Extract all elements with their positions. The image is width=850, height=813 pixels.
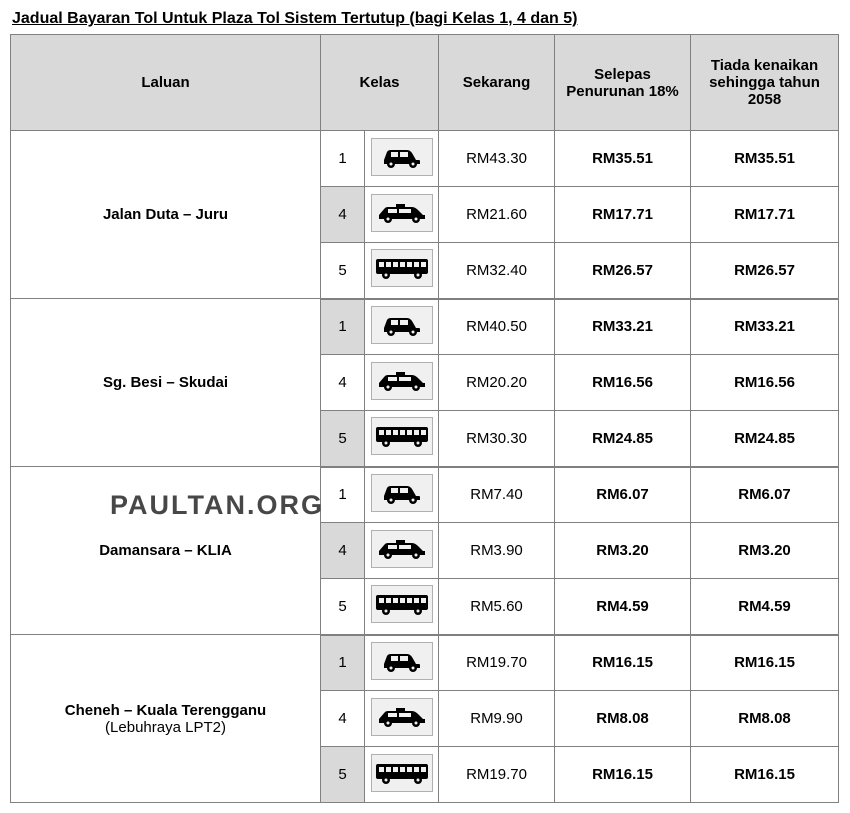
bus-icon	[371, 249, 433, 287]
car-icon	[371, 642, 433, 680]
price-after: RM24.85	[555, 411, 691, 467]
taxi-icon	[371, 362, 433, 400]
price-noincrease: RM3.20	[691, 523, 839, 579]
route-name: Cheneh – Kuala Terengganu(Lebuhraya LPT2…	[11, 635, 321, 803]
kelas-number: 4	[321, 355, 365, 411]
kelas-number: 1	[321, 131, 365, 187]
price-after: RM26.57	[555, 243, 691, 299]
bus-icon	[371, 585, 433, 623]
kelas-number: 5	[321, 747, 365, 803]
vehicle-icon-cell	[365, 187, 439, 243]
toll-table: Laluan Kelas Sekarang Selepas Penurunan …	[10, 34, 839, 803]
price-after: RM4.59	[555, 579, 691, 635]
route-subtext: (Lebuhraya LPT2)	[15, 719, 316, 736]
price-now: RM43.30	[439, 131, 555, 187]
header-noincrease: Tiada kenaikan sehingga tahun 2058	[691, 35, 839, 131]
price-noincrease: RM26.57	[691, 243, 839, 299]
taxi-icon	[371, 530, 433, 568]
kelas-number: 5	[321, 579, 365, 635]
price-noincrease: RM8.08	[691, 691, 839, 747]
price-now: RM7.40	[439, 467, 555, 523]
table-header-row: Laluan Kelas Sekarang Selepas Penurunan …	[11, 35, 839, 131]
price-noincrease: RM16.56	[691, 355, 839, 411]
price-now: RM20.20	[439, 355, 555, 411]
price-now: RM5.60	[439, 579, 555, 635]
page-title: Jadual Bayaran Tol Untuk Plaza Tol Siste…	[12, 10, 840, 28]
price-now: RM32.40	[439, 243, 555, 299]
route-name: Sg. Besi – Skudai	[11, 299, 321, 467]
price-now: RM9.90	[439, 691, 555, 747]
header-now: Sekarang	[439, 35, 555, 131]
price-after: RM16.56	[555, 355, 691, 411]
price-noincrease: RM16.15	[691, 747, 839, 803]
price-now: RM21.60	[439, 187, 555, 243]
route-name: Damansara – KLIA	[11, 467, 321, 635]
vehicle-icon-cell	[365, 579, 439, 635]
price-noincrease: RM33.21	[691, 299, 839, 355]
vehicle-icon-cell	[365, 467, 439, 523]
vehicle-icon-cell	[365, 691, 439, 747]
price-noincrease: RM4.59	[691, 579, 839, 635]
price-after: RM3.20	[555, 523, 691, 579]
price-now: RM30.30	[439, 411, 555, 467]
car-icon	[371, 474, 433, 512]
taxi-icon	[371, 698, 433, 736]
vehicle-icon-cell	[365, 355, 439, 411]
price-noincrease: RM16.15	[691, 635, 839, 691]
price-now: RM3.90	[439, 523, 555, 579]
kelas-number: 4	[321, 523, 365, 579]
route-name: Jalan Duta – Juru	[11, 131, 321, 299]
price-after: RM16.15	[555, 635, 691, 691]
header-kelas: Kelas	[321, 35, 439, 131]
kelas-number: 4	[321, 187, 365, 243]
header-after: Selepas Penurunan 18%	[555, 35, 691, 131]
price-after: RM33.21	[555, 299, 691, 355]
price-after: RM35.51	[555, 131, 691, 187]
price-after: RM17.71	[555, 187, 691, 243]
kelas-number: 1	[321, 299, 365, 355]
header-route: Laluan	[11, 35, 321, 131]
table-row: Damansara – KLIA1RM7.40RM6.07RM6.07	[11, 467, 839, 523]
vehicle-icon-cell	[365, 131, 439, 187]
car-icon	[371, 138, 433, 176]
price-noincrease: RM35.51	[691, 131, 839, 187]
price-after: RM16.15	[555, 747, 691, 803]
price-noincrease: RM17.71	[691, 187, 839, 243]
table-row: Sg. Besi – Skudai1RM40.50RM33.21RM33.21	[11, 299, 839, 355]
price-now: RM19.70	[439, 747, 555, 803]
price-now: RM40.50	[439, 299, 555, 355]
vehicle-icon-cell	[365, 747, 439, 803]
vehicle-icon-cell	[365, 523, 439, 579]
price-noincrease: RM6.07	[691, 467, 839, 523]
price-after: RM8.08	[555, 691, 691, 747]
kelas-number: 1	[321, 467, 365, 523]
table-row: Jalan Duta – Juru1RM43.30RM35.51RM35.51	[11, 131, 839, 187]
kelas-number: 1	[321, 635, 365, 691]
table-row: Cheneh – Kuala Terengganu(Lebuhraya LPT2…	[11, 635, 839, 691]
kelas-number: 4	[321, 691, 365, 747]
price-after: RM6.07	[555, 467, 691, 523]
vehicle-icon-cell	[365, 299, 439, 355]
price-now: RM19.70	[439, 635, 555, 691]
taxi-icon	[371, 194, 433, 232]
car-icon	[371, 306, 433, 344]
kelas-number: 5	[321, 243, 365, 299]
price-noincrease: RM24.85	[691, 411, 839, 467]
vehicle-icon-cell	[365, 635, 439, 691]
kelas-number: 5	[321, 411, 365, 467]
vehicle-icon-cell	[365, 411, 439, 467]
bus-icon	[371, 417, 433, 455]
bus-icon	[371, 754, 433, 792]
vehicle-icon-cell	[365, 243, 439, 299]
